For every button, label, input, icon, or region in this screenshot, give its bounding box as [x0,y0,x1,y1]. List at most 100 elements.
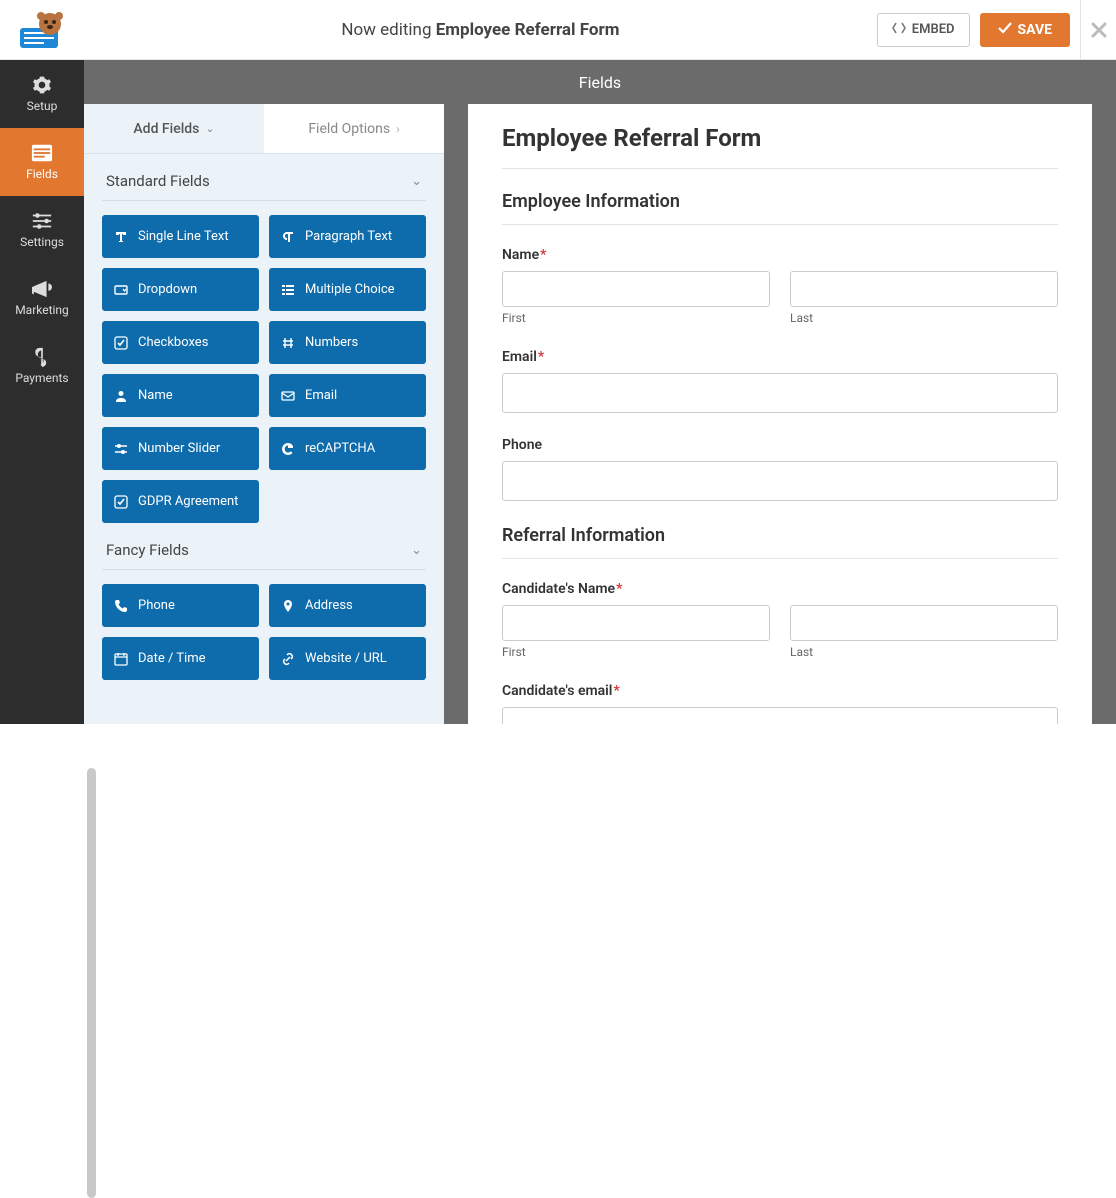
tab-field-options[interactable]: Field Options › [264,104,444,153]
dropdown-icon [114,283,128,297]
nav-fields-label: Fields [26,167,58,181]
field-btn-paragraph-text[interactable]: Paragraph Text [269,215,426,258]
field-btn-label: GDPR Agreement [138,494,238,509]
field-btn-numbers[interactable]: Numbers [269,321,426,364]
chevron-down-icon: ⌄ [411,174,422,189]
form-field-label: Name* [502,247,1058,263]
link-icon [281,652,295,666]
first-name-input[interactable] [502,605,770,641]
sub-label: First [502,311,770,325]
candidate-s-email-input[interactable] [502,707,1058,724]
field-btn-label: Multiple Choice [305,282,395,297]
phone-input[interactable] [502,461,1058,501]
field-btn-gdpr-agreement[interactable]: GDPR Agreement [102,480,259,523]
form-title: Employee Referral Form [502,124,1058,169]
form-field-label: Phone [502,437,1058,453]
google-icon [281,442,295,456]
embed-button[interactable]: EMBED [877,13,970,47]
nav-payments[interactable]: Payments [0,332,84,400]
field-btn-label: Phone [138,598,175,613]
check-icon [998,22,1012,38]
tab-add-fields-label: Add Fields [133,121,199,137]
field-btn-number-slider[interactable]: Number Slider [102,427,259,470]
required-indicator: * [613,683,619,699]
field-btn-address[interactable]: Address [269,584,426,627]
hash-icon [281,336,295,350]
field-btn-label: Numbers [305,335,358,350]
nav-marketing[interactable]: Marketing [0,264,84,332]
field-btn-label: Date / Time [138,651,206,666]
chevron-down-icon: ⌄ [411,543,422,558]
user-icon [114,389,128,403]
form-field-label: Email* [502,349,1058,365]
field-btn-label: Website / URL [305,651,387,666]
section-standard-title: Standard Fields [106,172,210,190]
form-field-row: Name* First Last [502,247,1058,325]
email-input[interactable] [502,373,1058,413]
slider-icon [114,442,128,456]
field-btn-single-line-text[interactable]: Single Line Text [102,215,259,258]
sub-label: First [502,645,770,659]
field-btn-label: Number Slider [138,441,220,456]
nav-sidebar: Setup Fields Settings Marketing Payments [0,60,84,724]
last-name-input[interactable] [790,605,1058,641]
field-grid-standard: Single Line Text Paragraph TextDropdown Mu… [102,215,426,523]
form-field-label: Candidate's Name* [502,581,1058,597]
tab-add-fields[interactable]: Add Fields ⌄ [84,104,264,153]
field-btn-label: Checkboxes [138,335,208,350]
field-btn-phone[interactable]: Phone [102,584,259,627]
form-field-row: Candidate's email* [502,683,1058,724]
tab-field-options-label: Field Options [308,121,390,137]
fields-scroll-area: Standard Fields ⌄ Single Line Text Paragr… [84,154,444,724]
nav-settings-label: Settings [20,235,64,249]
form-field-row: Email* [502,349,1058,413]
editing-form-name: Employee Referral Form [436,20,620,40]
field-btn-label: Single Line Text [138,229,229,244]
embed-icon [892,22,906,38]
chevron-right-icon: › [396,122,400,136]
scrollbar-thumb[interactable] [87,768,96,1198]
mail-icon [281,389,295,403]
field-grid-fancy: Phone Address Date / Time Website / URL [102,584,426,680]
nav-settings[interactable]: Settings [0,196,84,264]
last-name-input[interactable] [790,271,1058,307]
calendar-icon [114,652,128,666]
editing-title: Now editing Employee Referral Form [84,20,877,40]
required-indicator: * [538,349,544,365]
field-btn-recaptcha[interactable]: reCAPTCHA [269,427,426,470]
nav-fields[interactable]: Fields [0,128,84,196]
field-btn-checkboxes[interactable]: Checkboxes [102,321,259,364]
section-standard-fields[interactable]: Standard Fields ⌄ [102,154,426,201]
nav-setup-label: Setup [27,99,58,113]
form-preview: Employee Referral Form Employee Informat… [468,104,1092,724]
form-field-label: Candidate's email* [502,683,1058,699]
pin-icon [281,599,295,613]
required-indicator: * [540,247,546,263]
close-button[interactable] [1080,0,1116,60]
field-btn-label: Address [305,598,353,613]
sub-label: Last [790,311,1058,325]
form-field-row: Phone [502,437,1058,501]
field-btn-website-url[interactable]: Website / URL [269,637,426,680]
paragraph-icon [281,230,295,244]
field-btn-date-time[interactable]: Date / Time [102,637,259,680]
field-btn-email[interactable]: Email [269,374,426,417]
form-preview-frame: Employee Referral Form Employee Informat… [444,60,1116,724]
nav-setup[interactable]: Setup [0,60,84,128]
list-icon [281,283,295,297]
field-btn-dropdown[interactable]: Dropdown [102,268,259,311]
form-section-title: Referral Information [502,525,1058,559]
field-btn-multiple-choice[interactable]: Multiple Choice [269,268,426,311]
save-label: SAVE [1018,22,1053,38]
section-fancy-fields[interactable]: Fancy Fields ⌄ [102,523,426,570]
app-logo [0,10,84,50]
text-icon [114,230,128,244]
nav-payments-label: Payments [15,371,68,385]
embed-label: EMBED [912,22,955,37]
first-name-input[interactable] [502,271,770,307]
field-btn-label: Name [138,388,173,403]
save-button[interactable]: SAVE [980,13,1071,47]
nav-marketing-label: Marketing [15,303,69,317]
panel-header: Fields [84,60,1116,104]
field-btn-name[interactable]: Name [102,374,259,417]
